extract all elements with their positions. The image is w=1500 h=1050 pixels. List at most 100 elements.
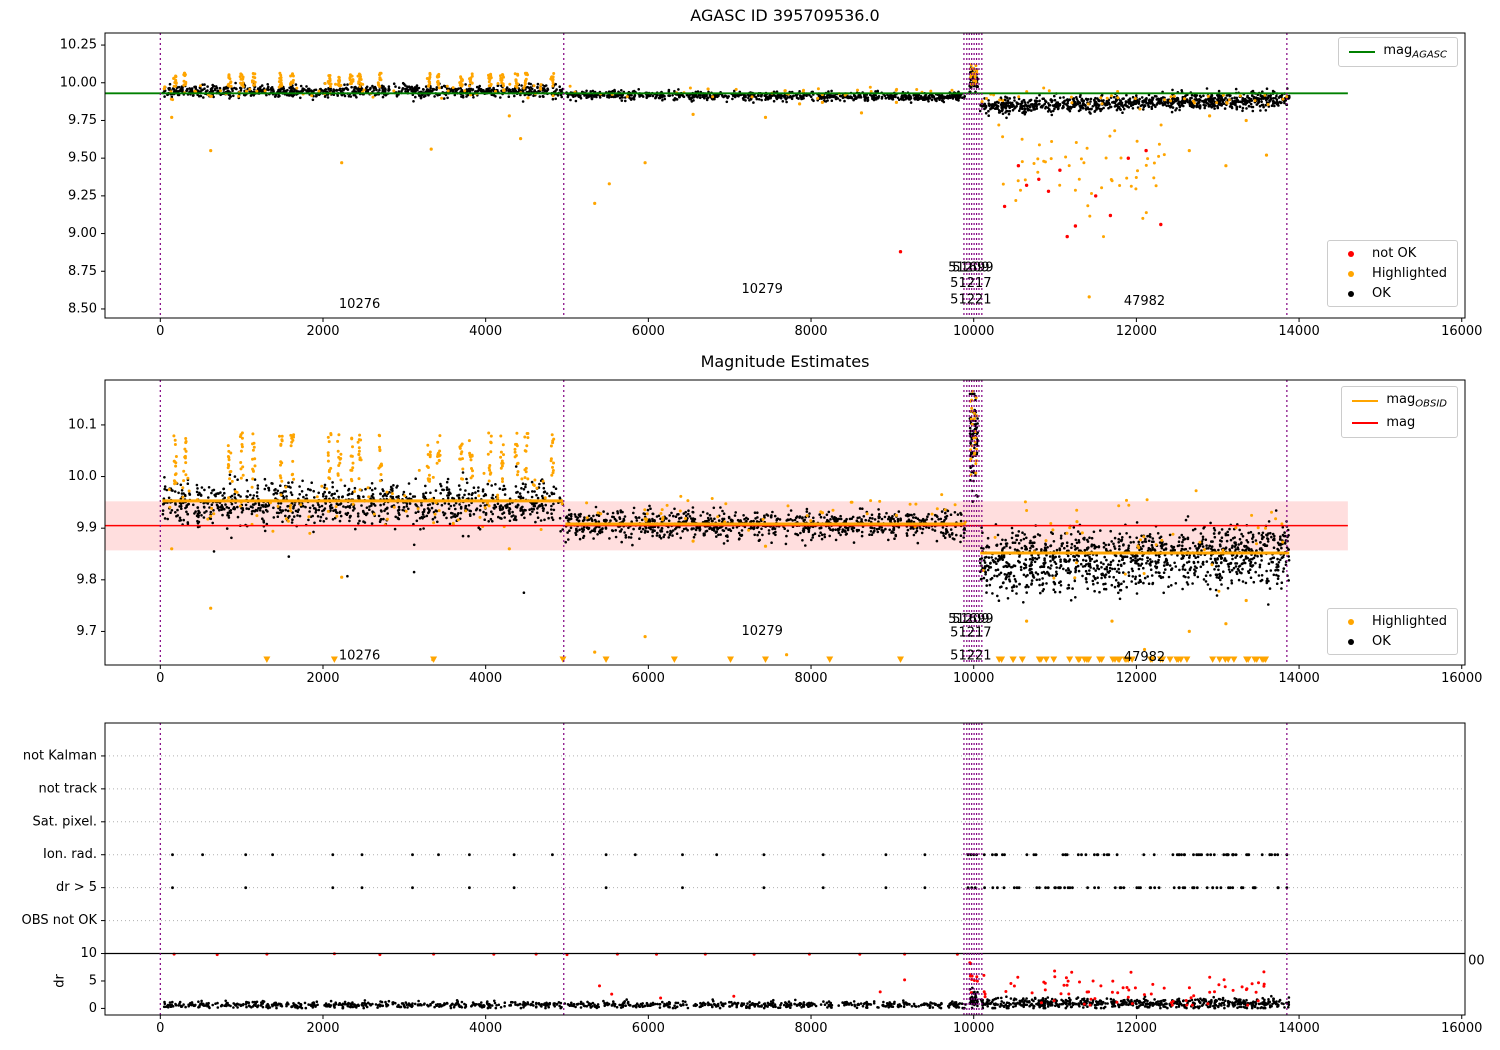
panel2-title: Magnitude Estimates bbox=[700, 352, 870, 371]
layer-cloud-ok bbox=[979, 552, 1290, 606]
legend-label: OK bbox=[1372, 286, 1391, 301]
y-tick-label: 10.1 bbox=[68, 417, 97, 432]
x-tick-label: 8000 bbox=[794, 671, 827, 686]
flag-row-label: not Kalman bbox=[23, 748, 97, 763]
flag-row-label: Ion. rad. bbox=[43, 847, 97, 862]
legend-label: OK bbox=[1372, 634, 1391, 649]
layer-cloud-ok bbox=[565, 88, 966, 104]
x-tick-label: 4000 bbox=[469, 1021, 502, 1036]
x-tick-label: 4000 bbox=[469, 324, 502, 339]
flag-row-label: OBS not OK bbox=[22, 913, 98, 928]
y-tick-label: 10.0 bbox=[68, 469, 97, 484]
obsid-annotation: 47982 bbox=[1124, 294, 1165, 309]
flag-row-label: not track bbox=[38, 781, 97, 796]
legend-item-highlighted: Highlighted bbox=[1338, 266, 1447, 281]
x-tick-label: 2000 bbox=[306, 671, 339, 686]
axes-frame bbox=[104, 379, 1466, 666]
layer-cloud-ok bbox=[162, 998, 967, 1010]
legend-point-types-p2: Highlighted OK bbox=[1327, 608, 1458, 655]
highlighted-dot-swatch bbox=[1338, 267, 1364, 281]
x-tick-label: 16000 bbox=[1441, 1021, 1482, 1036]
legend-label: Highlighted bbox=[1372, 266, 1447, 281]
layer-points-not_ok bbox=[898, 148, 1163, 254]
legend-item-mag-obsid: magOBSID bbox=[1352, 392, 1447, 410]
x-tick-label: 12000 bbox=[1116, 671, 1157, 686]
highlighted-dot-swatch bbox=[1338, 615, 1364, 629]
x-tick-label: 0 bbox=[156, 671, 164, 686]
legend-mag-lines: magOBSID mag bbox=[1341, 386, 1458, 439]
obsid-annotation: 10276 bbox=[339, 649, 380, 664]
layer-points-not_ok bbox=[172, 952, 959, 1000]
obsid-annotation: 51217 bbox=[950, 276, 991, 291]
obsid-annotation: 51209 bbox=[948, 261, 989, 276]
y-tick-label: 10.00 bbox=[60, 75, 97, 90]
layer-points-ok bbox=[212, 550, 526, 594]
layer-clusters-highlighted bbox=[172, 431, 556, 483]
y-tick-label: 10.25 bbox=[60, 38, 97, 53]
x-tick-label: 6000 bbox=[632, 671, 665, 686]
x-tick-label: 14000 bbox=[1278, 1021, 1319, 1036]
layer-cloud-highlighted bbox=[167, 468, 564, 535]
x-tick-label: 0 bbox=[156, 1021, 164, 1036]
ok-dot-swatch bbox=[1338, 635, 1364, 649]
x-tick-label: 6000 bbox=[632, 1021, 665, 1036]
y-tick-label: 9.75 bbox=[68, 113, 97, 128]
panel-1-plot-area bbox=[105, 63, 1348, 299]
mag-line-swatch bbox=[1352, 416, 1379, 430]
y-tick-label: 0 bbox=[89, 1001, 97, 1016]
not-ok-dot-swatch bbox=[1338, 247, 1364, 261]
x-tick-label: 10000 bbox=[953, 1021, 994, 1036]
y-tick-label: 9.7 bbox=[76, 624, 97, 639]
layer-cloud-highlighted bbox=[980, 86, 1289, 111]
y-tick-label: 9.25 bbox=[68, 188, 97, 203]
legend-label: Highlighted bbox=[1372, 614, 1447, 629]
legend-item-mag-agasc: magAGASC bbox=[1349, 43, 1447, 61]
layer-cloud-ok bbox=[968, 986, 979, 1010]
legend-label: magAGASC bbox=[1383, 43, 1447, 61]
layer-row-ok bbox=[171, 886, 1289, 890]
y-tick-label: 8.75 bbox=[68, 264, 97, 279]
axes-frame bbox=[104, 722, 1466, 1016]
legend-item-ok: OK bbox=[1338, 286, 1447, 301]
axes-frame bbox=[104, 32, 1466, 319]
obsid-annotation: 51217 bbox=[950, 625, 991, 640]
legend-point-types-p1: not OK Highlighted OK bbox=[1327, 240, 1458, 307]
x-tick-label: 10000 bbox=[953, 324, 994, 339]
panel-3-plot-area bbox=[105, 755, 1465, 1010]
obsid-annotation: 10279 bbox=[742, 282, 783, 297]
layer-cloud-highlighted bbox=[981, 489, 1285, 593]
x-tick-label: 2000 bbox=[306, 324, 339, 339]
y-tick-label: 9.8 bbox=[76, 572, 97, 587]
mag-obsid-line-swatch bbox=[1352, 394, 1379, 408]
x-tick-label: 4000 bbox=[469, 671, 502, 686]
obsid-annotation: 00 bbox=[1468, 954, 1485, 969]
legend-item-highlighted: Highlighted bbox=[1338, 614, 1447, 629]
layer-points-highlighted bbox=[170, 511, 1248, 662]
x-tick-label: 8000 bbox=[794, 1021, 827, 1036]
y-tick-label: 9.00 bbox=[68, 226, 97, 241]
x-tick-label: 12000 bbox=[1116, 324, 1157, 339]
y-tick-label: 5 bbox=[89, 973, 97, 988]
obsid-annotation: 51699 bbox=[952, 612, 993, 627]
y-axis-label: dr bbox=[53, 974, 68, 988]
layer-cloud-ok bbox=[564, 504, 966, 547]
x-tick-label: 16000 bbox=[1441, 324, 1482, 339]
legend-label: not OK bbox=[1372, 246, 1417, 261]
y-tick-label: 9.9 bbox=[76, 521, 97, 536]
x-tick-label: 12000 bbox=[1116, 1021, 1157, 1036]
flag-row-label: dr > 5 bbox=[56, 880, 97, 895]
layer-cloud-highlighted bbox=[997, 123, 1166, 239]
legend-label: mag bbox=[1386, 414, 1416, 430]
x-tick-label: 8000 bbox=[794, 324, 827, 339]
layer-triangles-highlighted bbox=[263, 656, 1270, 663]
layer-cloud-not_ok bbox=[968, 961, 979, 995]
panel1-title: AGASC ID 395709536.0 bbox=[690, 6, 880, 25]
y-tick-label: 8.50 bbox=[68, 301, 97, 316]
obsid-annotation: 51209 bbox=[948, 612, 989, 627]
layer-cloud-ok bbox=[979, 994, 1291, 1010]
layer-cloud-highlighted bbox=[162, 82, 555, 102]
panel-2-plot-area bbox=[105, 389, 1348, 663]
x-tick-label: 10000 bbox=[953, 671, 994, 686]
y-tick-label: 10 bbox=[80, 946, 97, 961]
